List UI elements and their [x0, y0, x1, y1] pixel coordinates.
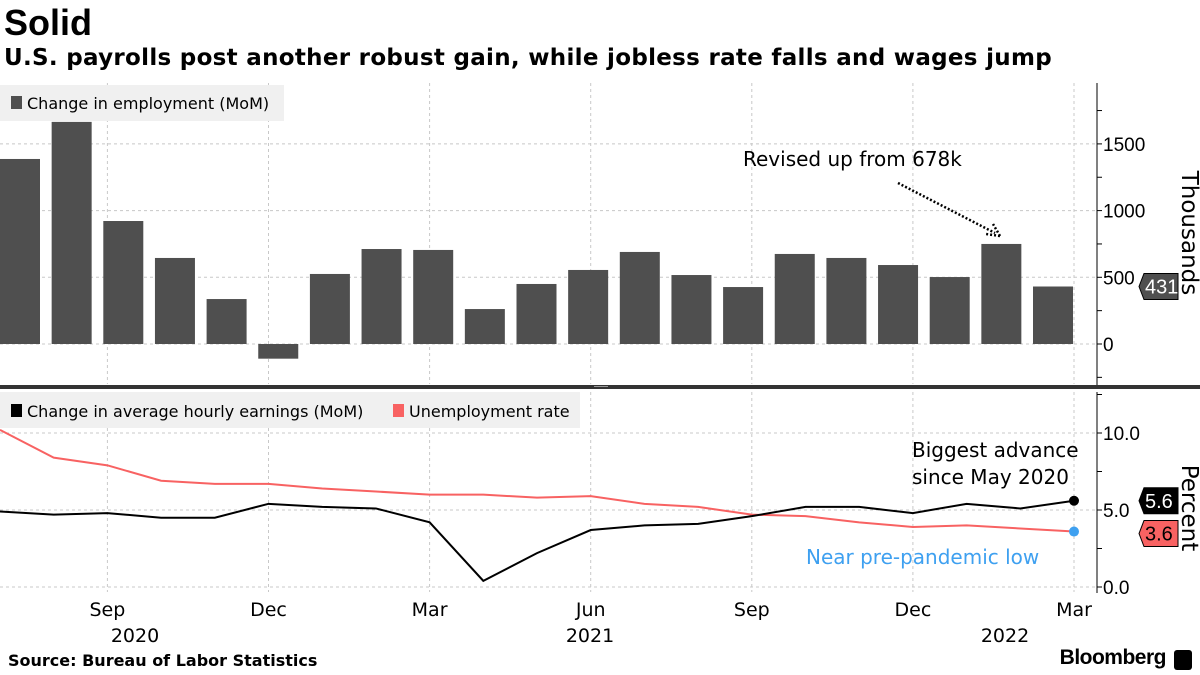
employment-bar: [929, 277, 970, 344]
x-month-label: Sep: [734, 599, 770, 621]
upper-y-tick-label: 0: [1103, 335, 1114, 356]
upper-y-axis-title: Thousands: [1176, 170, 1200, 296]
x-year-label: 2022: [981, 625, 1029, 647]
revision-arrow: [897, 181, 996, 235]
employment-bar: [154, 257, 195, 344]
employment-bar: [981, 243, 1022, 344]
employment-bar: [0, 158, 40, 344]
employment-bar: [878, 265, 919, 344]
legend-swatch-unemployment: [393, 404, 404, 417]
employment-bar: [206, 299, 247, 344]
bloomberg-chart-icon: [1174, 650, 1192, 670]
employment-bar: [258, 344, 299, 359]
legend-label-unemployment: Unemployment rate: [409, 402, 570, 421]
unemployment-last-point: [1069, 526, 1079, 537]
chart-subtitle: U.S. payrolls post another robust gain, …: [4, 45, 1052, 71]
legend-label-employment: Change in employment (MoM): [27, 94, 269, 113]
employment-bar: [826, 257, 867, 344]
employment-bar: [361, 249, 402, 344]
x-month-label: Dec: [895, 599, 932, 621]
bloomberg-logo: Bloomberg: [1059, 646, 1167, 669]
x-month-label: Sep: [89, 599, 125, 621]
employment-bar: [568, 269, 609, 344]
x-year-label: 2021: [566, 625, 614, 647]
legend-swatch-earnings: [11, 404, 22, 417]
x-month-label: Dec: [250, 599, 287, 621]
lower-y-tick-label: 0.0: [1103, 578, 1129, 599]
unemployment-annotation: Near pre-pandemic low: [806, 545, 1039, 569]
lower-y-tick-label: 10.0: [1103, 424, 1140, 445]
employment-bar: [1033, 286, 1073, 344]
x-month-label: Mar: [412, 599, 448, 621]
earnings-line: [0, 499, 1075, 583]
upper-y-tick-label: 1000: [1103, 202, 1145, 223]
employment-bar: [619, 251, 660, 344]
employment-bar: [413, 249, 454, 344]
earnings-last-point: [1069, 495, 1079, 506]
earnings-last-value-tag: [1138, 487, 1179, 515]
chart-title: Solid: [4, 2, 92, 43]
upper-y-tick-label: 1500: [1103, 135, 1145, 156]
upper-legend-box: [0, 85, 284, 121]
employment-last-value-tag: [1138, 273, 1179, 301]
earnings-annotation-line2: since May 2020: [912, 465, 1069, 489]
unemployment-last-value-tag: [1138, 520, 1179, 548]
employment-bar: [774, 253, 815, 344]
employment-bar: [671, 275, 712, 344]
earnings-annotation-line1: Biggest advance: [912, 438, 1079, 462]
unemployment-last-value-tag-text: 3.6: [1145, 524, 1173, 546]
lower-y-tick-label: 5.0: [1103, 501, 1129, 522]
legend-label-earnings: Change in average hourly earnings (MoM): [27, 402, 363, 421]
employment-bar: [516, 283, 557, 344]
employment-bar: [103, 221, 144, 344]
lower-legend-box: [0, 392, 580, 428]
legend-swatch-employment: [11, 96, 22, 109]
source-note: Source: Bureau of Labor Statistics: [8, 651, 318, 670]
upper-y-tick-label: 500: [1103, 268, 1135, 289]
earnings-last-value-tag-text: 5.6: [1145, 491, 1173, 513]
employment-bar: [51, 121, 92, 344]
revision-annotation: Revised up from 678k: [743, 147, 962, 171]
panel-resize-handle: [594, 386, 608, 387]
x-year-label: 2020: [111, 625, 159, 647]
x-month-label: Mar: [1056, 599, 1092, 621]
employment-bar: [464, 309, 505, 344]
lower-y-axis-title: Percent: [1176, 465, 1200, 552]
unemployment-line: [0, 429, 1075, 533]
employment-bar: [309, 273, 350, 344]
x-month-label: Jun: [575, 599, 606, 621]
employment-bar: [723, 287, 764, 344]
employment-last-value-tag-text: 431: [1145, 277, 1178, 299]
